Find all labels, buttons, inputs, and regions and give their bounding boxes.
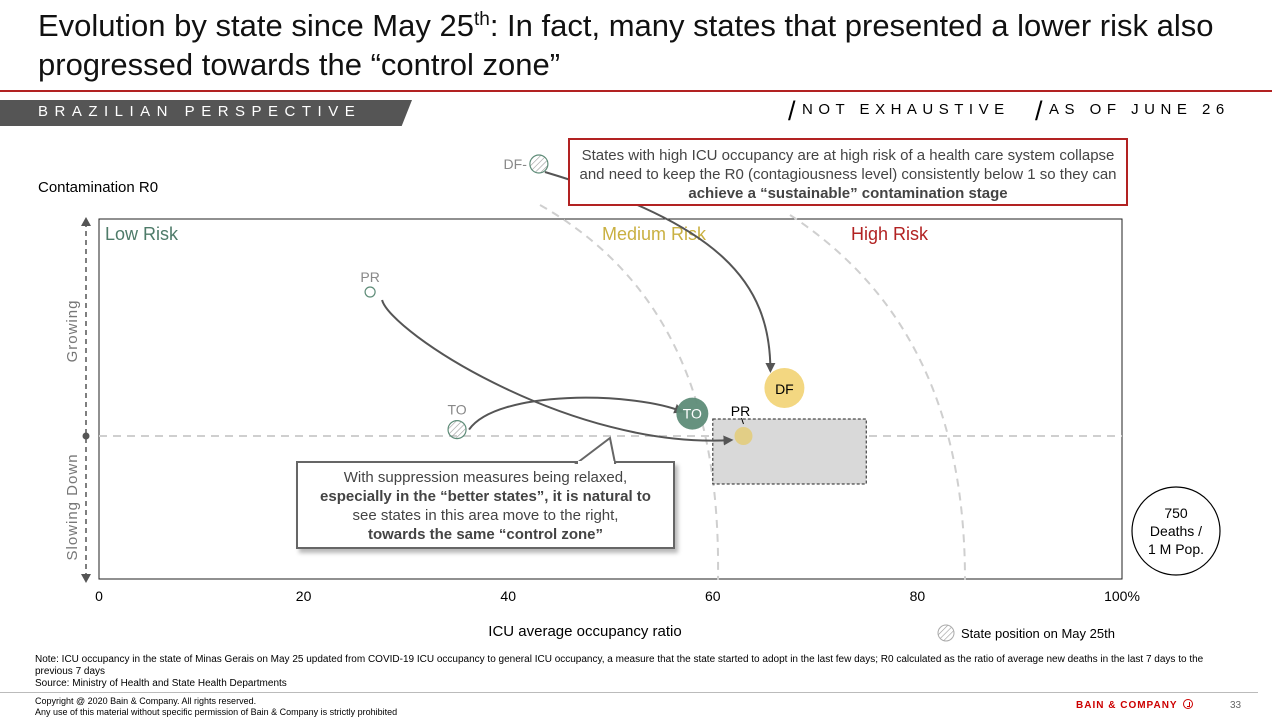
june26-leader-pr [741, 417, 744, 425]
plot-frame [98, 218, 1123, 580]
tag-as-of-date: AS OF JUNE 26 [1049, 101, 1230, 118]
zone-label-high-risk: High Risk [851, 224, 929, 244]
axis-arrow-down-icon [81, 574, 91, 583]
footer-copyright: Copyright @ 2020 Bain & Company. All rig… [35, 696, 257, 706]
zone-label-low-risk: Low Risk [105, 224, 179, 244]
x-tick-label: 0 [95, 588, 103, 604]
x-tick-label: 100% [1104, 588, 1140, 604]
axis-origin-dot [82, 432, 90, 440]
arrow-to [468, 396, 685, 431]
may25-label-pr: PR [360, 269, 379, 285]
x-tick-labels: 0 20 40 60 80 100% [95, 588, 1140, 604]
y-axis-title: Contamination R0 [38, 179, 158, 196]
x-tick-label: 20 [296, 588, 312, 604]
brand-icon [1183, 699, 1193, 709]
may25-point-to [447, 420, 467, 440]
page-number: 33 [1230, 700, 1242, 711]
june26-bubble-pr [734, 427, 753, 445]
x-axis-title: ICU average occupancy ratio [488, 623, 681, 640]
tag-slash: / [1035, 96, 1043, 126]
bubble-legend-label: Deaths / [1150, 523, 1202, 539]
june26-bubble-df [764, 368, 805, 408]
arrow-pr [381, 299, 734, 446]
x-tick-label: 40 [500, 588, 516, 604]
hatched-legend-marker [937, 624, 955, 642]
x-tick-label: 60 [705, 588, 721, 604]
footer-divider [0, 692, 1258, 693]
footer-disclaimer: Any use of this material without specifi… [35, 707, 398, 717]
may25-point-pr [364, 286, 376, 298]
title-divider [0, 90, 1272, 92]
position-legend-label: State position on May 25th [961, 626, 1115, 641]
june26-label-pr: PR [731, 403, 750, 419]
tag-slash: / [788, 96, 796, 126]
medium-risk-boundary [539, 204, 720, 581]
footer-source: Source: Ministry of Health and State Hea… [35, 678, 287, 689]
june26-label-to: TO [683, 406, 702, 422]
may25-label-df: DF- [504, 156, 528, 172]
axis-arrow-up-icon [81, 217, 91, 226]
may25-label-to: TO [447, 402, 466, 418]
section-label: BRAZILIAN PERSPECTIVE [38, 103, 362, 120]
zone-label-medium-risk: Medium Risk [602, 224, 707, 244]
x-tick-label: 80 [910, 588, 926, 604]
zone-boundaries [539, 204, 966, 581]
bubble-legend-value: 750 [1164, 505, 1188, 521]
bubble-legend-label-2: 1 M Pop. [1148, 541, 1204, 557]
page-title: Evolution by state since May 25th: In fa… [38, 8, 1214, 82]
high-risk-boundary [789, 214, 966, 581]
state-points: PR TO DF- TO PR DF [360, 154, 805, 445]
y-label-growing: Growing [64, 300, 81, 363]
may25-point-df [529, 154, 549, 174]
tag-not-exhaustive: NOT EXHAUSTIVE [802, 101, 1010, 118]
y-label-slowing-down: Slowing Down [64, 453, 81, 560]
section-band [0, 100, 412, 126]
high-risk-note: States with high ICU occupancy are at hi… [568, 138, 1128, 206]
bubble-size-legend [1131, 486, 1221, 576]
june26-label-df: DF [775, 381, 794, 397]
footer-note: Note: ICU occupancy in the state of Mina… [35, 654, 1204, 677]
suppression-callout: With suppression measures being relaxed,… [296, 461, 675, 549]
control-zone [712, 418, 867, 485]
movement-arrows [381, 171, 776, 446]
brand-logo: BAIN & COMPANY [1076, 700, 1178, 711]
june26-bubble-to [676, 397, 709, 430]
